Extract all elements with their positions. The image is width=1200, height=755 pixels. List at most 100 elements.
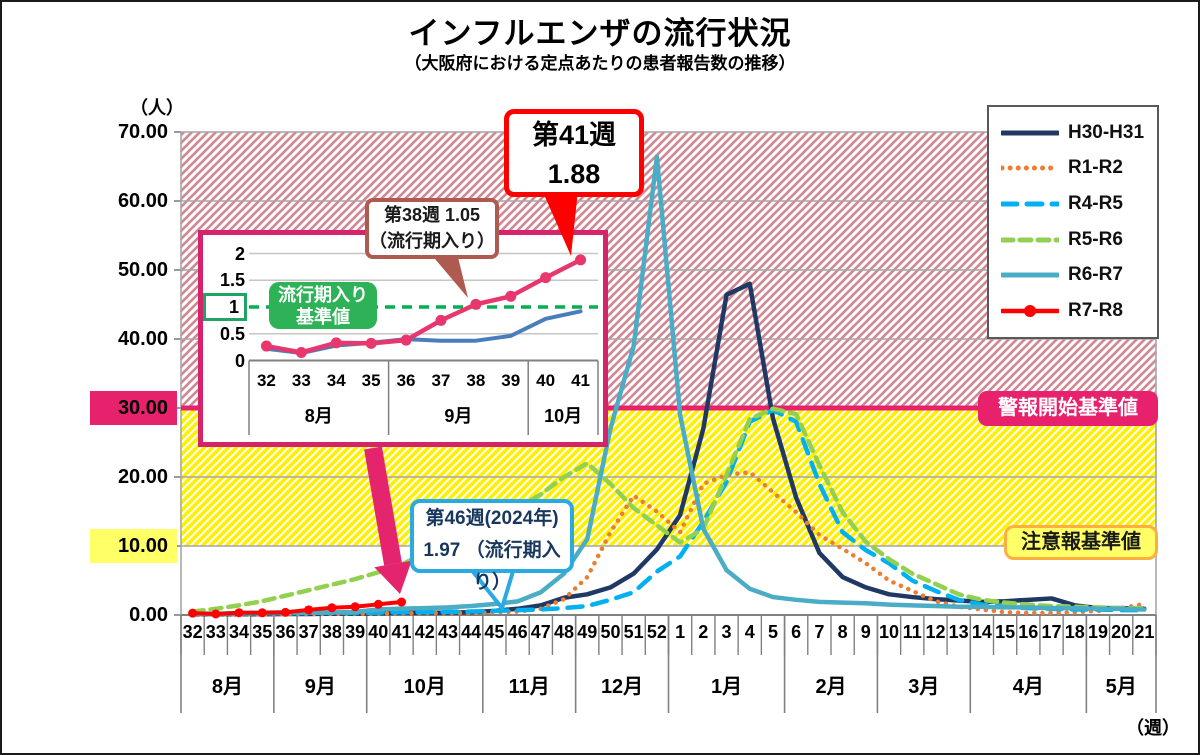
week-label-11: 11 — [902, 622, 922, 642]
y-tick-label-10.00: 10.00 — [90, 529, 177, 563]
legend-label-R5-R6: R5-R6 — [1068, 228, 1123, 250]
week-label-4: 4 — [744, 622, 755, 642]
week-label-7: 7 — [814, 622, 825, 642]
month-label-4月: 4月 — [1012, 676, 1044, 698]
inset-week-label-34: 34 — [326, 371, 346, 390]
legend-item-H30-H31: H30-H31 — [1001, 118, 1157, 148]
legend: H30-H31 R1-R2 R4-R5 R5-R6 R6-R7 R7-R8 — [987, 105, 1159, 339]
week-label-9: 9 — [860, 622, 871, 642]
week46-callout-line1: 第46週(2024年) — [425, 508, 559, 529]
y-tick-label-40.00: 40.00 — [117, 328, 168, 350]
month-label-10月: 10月 — [403, 676, 446, 698]
month-label-8月: 8月 — [211, 676, 243, 698]
series-marker-R7-R8 — [470, 298, 482, 310]
series-marker-R7-R8 — [295, 346, 307, 358]
week-label-41: 41 — [391, 622, 412, 642]
legend-item-R5-R6: R5-R6 — [1001, 225, 1157, 255]
y-tick-label-60.00: 60.00 — [117, 190, 168, 212]
week-label-48: 48 — [554, 622, 575, 642]
inset-week-label-32: 32 — [256, 371, 276, 390]
week38-callout-line2: （流行期入り） — [369, 231, 495, 251]
page-subtitle: （大阪府における定点あたりの患者報告数の推移） — [404, 54, 796, 73]
week-label-18: 18 — [1064, 622, 1085, 642]
week-label-33: 33 — [205, 622, 226, 642]
month-label-11月: 11月 — [508, 676, 550, 698]
legend-line-sample-R5-R6 — [1001, 237, 1059, 243]
inset-week-label-38: 38 — [466, 371, 486, 390]
week-label-50: 50 — [600, 622, 621, 642]
week-label-46: 46 — [507, 622, 528, 642]
epidemic-baseline-label: 流行期入り 基準値 — [269, 282, 377, 329]
legend-label-R7-R8: R7-R8 — [1068, 300, 1123, 322]
week-label-45: 45 — [484, 622, 505, 642]
legend-label-R1-R2: R1-R2 — [1068, 157, 1123, 179]
series-line-R5-R6 — [190, 406, 1147, 614]
week-label-36: 36 — [275, 622, 296, 642]
x-axis-unit-label: （週） — [1126, 718, 1180, 738]
inset-week-label-33: 33 — [291, 371, 311, 390]
week-label-43: 43 — [437, 622, 458, 642]
legend-label-H30-H31: H30-H31 — [1068, 121, 1145, 143]
inset-y-label-0: 0 — [234, 350, 245, 371]
week41-callout-line1: 第41週 — [531, 120, 617, 150]
week-label-5: 5 — [767, 622, 778, 642]
legend-line-sample-R7-R8 — [1001, 305, 1059, 318]
series-marker-R7-R8 — [397, 597, 407, 607]
series-marker-R7-R8 — [400, 334, 412, 346]
legend-item-R6-R7: R6-R7 — [1001, 260, 1157, 290]
week-label-37: 37 — [298, 622, 319, 642]
inset-month-label-10月: 10月 — [544, 406, 583, 426]
series-line-R7-R8 — [264, 257, 583, 355]
inset-y-label-1-boxed: 1 — [203, 293, 247, 321]
week-label-8: 8 — [837, 622, 848, 642]
month-label-9月: 9月 — [304, 676, 336, 698]
week-label-12: 12 — [925, 622, 946, 642]
y-tick-label-30.00: 30.00 — [90, 391, 177, 425]
inset-week-label-41: 41 — [571, 371, 591, 390]
inset-chart-svg — [248, 252, 599, 435]
legend-label-R6-R7: R6-R7 — [1068, 264, 1123, 286]
legend-item-R7-R8: R7-R8 — [1001, 296, 1157, 326]
series-marker-R7-R8 — [280, 607, 290, 617]
series-marker-R7-R8 — [365, 337, 377, 349]
series-marker-R7-R8 — [350, 602, 360, 612]
week-label-35: 35 — [252, 622, 273, 642]
series-marker-R7-R8 — [373, 599, 383, 609]
series-marker-R7-R8 — [234, 608, 244, 618]
week-label-20: 20 — [1111, 622, 1132, 642]
inset-month-label-8月: 8月 — [304, 406, 333, 426]
series-marker-R7-R8 — [505, 290, 517, 302]
series-marker-R7-R8 — [435, 314, 447, 326]
week-label-13: 13 — [948, 622, 969, 642]
month-label-1月: 1月 — [710, 676, 743, 698]
series-marker-R7-R8 — [327, 603, 337, 613]
week-label-47: 47 — [530, 622, 551, 642]
week38-callout-line1: 第38週 1.05 — [383, 205, 481, 225]
month-label-5月: 5月 — [1105, 676, 1137, 698]
inset-chart-panel: 流行期入り 基準値 0 0.5 1 1.5 2 32 33 34 35 36 37 38 39 40 41 8… — [198, 230, 608, 447]
week-label-34: 34 — [229, 622, 250, 642]
epidemic-baseline-label-line1: 流行期入り — [278, 285, 368, 305]
series-marker-R7-R8 — [330, 337, 342, 349]
week-label-2: 2 — [698, 622, 709, 642]
legend-line-sample-R6-R7 — [1001, 272, 1059, 278]
inset-week-label-35: 35 — [361, 371, 381, 390]
week41-callout-line2: 1.88 — [547, 159, 601, 189]
month-label-3月: 3月 — [908, 676, 940, 698]
week-label-10: 10 — [879, 622, 900, 642]
legend-item-R1-R2: R1-R2 — [1001, 153, 1157, 183]
series-line-R6-R7 — [190, 154, 1147, 617]
y-axis-unit-label: （人） — [130, 98, 184, 118]
series-marker-R7-R8 — [540, 272, 552, 284]
week-label-44: 44 — [461, 622, 482, 642]
week-label-49: 49 — [577, 622, 598, 642]
series-marker-R7-R8 — [575, 254, 587, 266]
legend-marker-R7-R8 — [1024, 305, 1036, 318]
week-label-32: 32 — [182, 622, 203, 642]
legend-label-R4-R5: R4-R5 — [1068, 193, 1123, 215]
week-label-38: 38 — [321, 622, 342, 642]
week-label-15: 15 — [995, 622, 1016, 642]
inset-y-label-1.5: 1.5 — [219, 270, 245, 291]
week46-callout-line2: 1.97 （流行期入り） — [423, 540, 561, 593]
